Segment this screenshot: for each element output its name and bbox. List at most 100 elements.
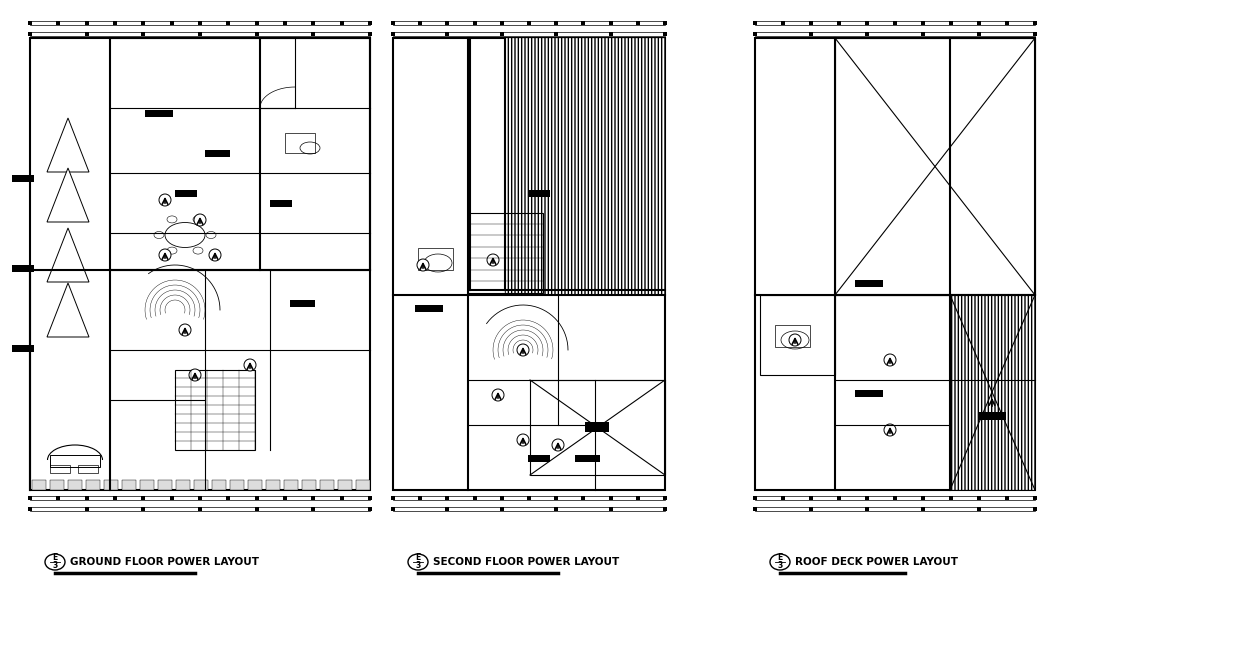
Bar [949, 496, 954, 500]
Bar [284, 480, 298, 490]
Bar [663, 32, 667, 36]
Text: SECOND FLOOR POWER LAYOUT: SECOND FLOOR POWER LAYOUT [433, 557, 619, 567]
Bar [445, 21, 449, 25]
Bar [609, 21, 613, 25]
Bar [254, 507, 259, 511]
Bar [753, 32, 756, 36]
Bar [391, 496, 396, 500]
Bar [554, 507, 558, 511]
Bar [176, 480, 190, 490]
Bar [391, 507, 396, 511]
Bar [285, 133, 315, 153]
Ellipse shape [167, 216, 177, 223]
Bar [29, 32, 32, 36]
Bar [445, 496, 449, 500]
Bar [12, 345, 33, 352]
Bar [368, 507, 372, 511]
Circle shape [789, 334, 801, 346]
Circle shape [487, 254, 498, 266]
Bar [856, 390, 883, 397]
Bar [254, 21, 259, 25]
Bar [29, 507, 32, 511]
Bar [866, 21, 869, 25]
Bar [866, 32, 869, 36]
Bar [921, 32, 925, 36]
Bar [528, 455, 551, 462]
Bar [84, 496, 89, 500]
Bar [198, 32, 202, 36]
Ellipse shape [154, 232, 164, 238]
Bar [175, 370, 255, 450]
Bar [663, 21, 667, 25]
Bar [78, 465, 98, 473]
Bar [140, 480, 154, 490]
Bar [311, 496, 315, 500]
Bar [84, 21, 89, 25]
Bar [808, 507, 813, 511]
Bar [781, 21, 785, 25]
Ellipse shape [770, 554, 790, 570]
Bar [921, 496, 925, 500]
Bar [837, 21, 841, 25]
Bar [198, 496, 202, 500]
Bar [68, 480, 82, 490]
Bar [1033, 496, 1037, 500]
Bar [609, 32, 613, 36]
Ellipse shape [193, 247, 203, 254]
Circle shape [517, 434, 529, 446]
Bar [445, 507, 449, 511]
Bar [311, 507, 315, 511]
Bar [418, 21, 422, 25]
Bar [529, 380, 665, 475]
Bar [1004, 21, 1009, 25]
Circle shape [159, 249, 171, 261]
Ellipse shape [206, 232, 216, 238]
Ellipse shape [193, 216, 203, 223]
Bar [356, 480, 370, 490]
Text: E: E [415, 553, 420, 563]
Circle shape [884, 424, 897, 436]
Bar [393, 38, 665, 490]
Text: E: E [777, 553, 782, 563]
Bar [270, 200, 291, 207]
Bar [303, 480, 316, 490]
Bar [950, 295, 1035, 490]
Circle shape [193, 214, 206, 226]
Bar [193, 480, 208, 490]
Bar [56, 496, 61, 500]
Bar [781, 496, 785, 500]
Bar [175, 190, 197, 197]
Bar [977, 32, 981, 36]
Polygon shape [47, 118, 89, 172]
Ellipse shape [45, 554, 64, 570]
Bar [32, 480, 46, 490]
Bar [229, 480, 244, 490]
Bar [12, 265, 33, 272]
Bar [29, 496, 32, 500]
Bar [29, 21, 32, 25]
Bar [254, 496, 259, 500]
Bar [339, 480, 352, 490]
Bar [921, 507, 925, 511]
Bar [170, 21, 174, 25]
Bar [866, 496, 869, 500]
Bar [500, 21, 503, 25]
Bar [84, 507, 89, 511]
Ellipse shape [167, 247, 177, 254]
Bar [283, 496, 286, 500]
Bar [808, 32, 813, 36]
Bar [227, 496, 231, 500]
Bar [418, 248, 453, 270]
Bar [753, 507, 756, 511]
Bar [170, 496, 174, 500]
Bar [500, 507, 503, 511]
Bar [320, 480, 334, 490]
Bar [753, 21, 756, 25]
Bar [56, 21, 61, 25]
Bar [663, 496, 667, 500]
Text: ROOF DECK POWER LAYOUT: ROOF DECK POWER LAYOUT [795, 557, 959, 567]
Bar [636, 21, 640, 25]
Bar [113, 496, 117, 500]
Bar [50, 480, 64, 490]
Bar [254, 32, 259, 36]
